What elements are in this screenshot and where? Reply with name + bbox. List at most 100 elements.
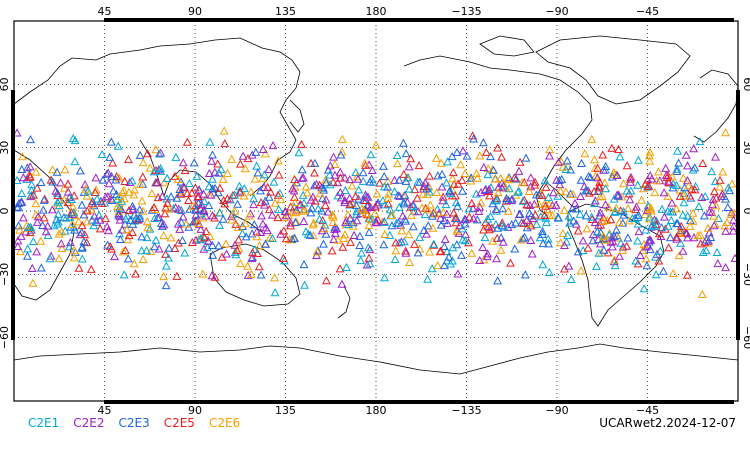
marker-c2e6 [59, 195, 69, 204]
marker-c2e6 [118, 247, 128, 256]
marker-c2e5 [182, 188, 192, 197]
marker-c2e1 [231, 250, 241, 259]
marker-c2e6 [697, 289, 707, 298]
marker-c2e3 [634, 210, 643, 219]
marker-c2e3 [310, 158, 320, 167]
marker-c2e1 [237, 228, 247, 238]
marker-c2e5 [406, 202, 416, 211]
marker-c2e1 [176, 205, 186, 214]
marker-c2e3 [39, 195, 49, 204]
marker-c2e1 [303, 229, 313, 238]
marker-c2e5 [414, 160, 424, 170]
marker-c2e5 [519, 195, 529, 204]
marker-c2e3 [462, 151, 472, 160]
marker-c2e5 [363, 210, 372, 219]
north-america-coast [403, 55, 593, 217]
marker-c2e5 [468, 131, 478, 140]
marker-c2e6 [285, 235, 294, 244]
marker-c2e2 [289, 186, 299, 195]
marker-c2e6 [129, 259, 139, 268]
marker-c2e3 [665, 233, 675, 242]
marker-c2e1 [113, 141, 123, 150]
marker-c2e2 [32, 247, 42, 256]
marker-c2e3 [214, 188, 223, 197]
marker-c2e1 [142, 233, 152, 242]
marker-c2e1 [340, 185, 350, 195]
marker-c2e2 [554, 157, 564, 166]
marker-c2e6 [48, 165, 58, 174]
marker-c2e6 [582, 224, 592, 233]
marker-c2e3 [126, 215, 135, 224]
marker-c2e2 [678, 246, 688, 255]
marker-c2e1 [538, 260, 548, 269]
marker-c2e6 [516, 235, 526, 244]
marker-c2e2 [498, 237, 508, 246]
marker-c2e3 [723, 202, 733, 211]
marker-c2e5 [210, 213, 219, 222]
marker-c2e2 [51, 186, 61, 195]
marker-c2e6 [688, 216, 698, 225]
marker-c2e1 [499, 222, 509, 231]
marker-c2e3 [601, 161, 611, 171]
marker-c2e3 [555, 175, 564, 184]
marker-c2e1 [698, 247, 708, 256]
marker-c2e2 [323, 207, 333, 216]
marker-c2e2 [25, 162, 35, 171]
marker-c2e3 [355, 231, 365, 240]
marker-c2e6 [618, 245, 628, 254]
marker-c2e6 [722, 217, 732, 226]
marker-c2e2 [103, 168, 113, 177]
marker-c2e6 [668, 268, 678, 278]
marker-c2e6 [493, 187, 503, 197]
marker-c2e3 [511, 174, 521, 183]
marker-c2e5 [401, 246, 411, 255]
marker-c2e6 [240, 164, 250, 173]
marker-c2e2 [268, 140, 278, 150]
right-lat-label: 60 [741, 77, 750, 91]
marker-c2e3 [135, 205, 145, 214]
marker-c2e2 [390, 175, 400, 184]
marker-c2e3 [437, 169, 447, 178]
marker-c2e6 [159, 271, 169, 281]
marker-c2e3 [413, 248, 423, 257]
marker-c2e3 [401, 149, 411, 158]
marker-c2e1 [492, 195, 502, 204]
marker-c2e2 [455, 221, 465, 230]
marker-c2e2 [330, 224, 339, 233]
marker-c2e2 [672, 234, 682, 243]
marker-c2e3 [452, 147, 462, 156]
marker-c2e2 [115, 215, 125, 224]
marker-c2e3 [256, 270, 266, 279]
marker-c2e6 [405, 257, 415, 266]
marker-c2e6 [432, 187, 442, 197]
marker-c2e3 [235, 186, 245, 195]
marker-c2e3 [379, 171, 389, 181]
marker-c2e5 [640, 179, 650, 188]
marker-c2e2 [125, 177, 135, 187]
marker-c2e3 [599, 245, 609, 254]
marker-c2e3 [355, 240, 365, 249]
marker-c2e1 [518, 196, 528, 205]
marker-c2e3 [123, 254, 133, 263]
marker-c2e2 [709, 221, 719, 230]
marker-c2e1 [325, 180, 335, 189]
marker-c2e3 [38, 220, 48, 230]
marker-c2e5 [406, 154, 416, 163]
marker-c2e1 [216, 164, 226, 173]
marker-c2e2 [443, 218, 452, 227]
marker-c2e6 [309, 218, 318, 227]
right-lat-label: 30 [741, 141, 750, 155]
marker-c2e1 [180, 248, 190, 257]
marker-c2e1 [150, 213, 160, 223]
marker-c2e2 [117, 225, 127, 234]
marker-c2e1 [156, 163, 166, 172]
marker-c2e1 [427, 264, 437, 273]
marker-c2e1 [399, 237, 409, 246]
marker-c2e6 [82, 191, 92, 200]
marker-c2e3 [538, 238, 548, 248]
marker-c2e3 [379, 240, 389, 249]
legend: C2E1 C2E2 C2E3 C2E5 C2E6 [28, 416, 240, 430]
marker-c2e5 [170, 171, 180, 180]
marker-c2e6 [236, 259, 245, 268]
